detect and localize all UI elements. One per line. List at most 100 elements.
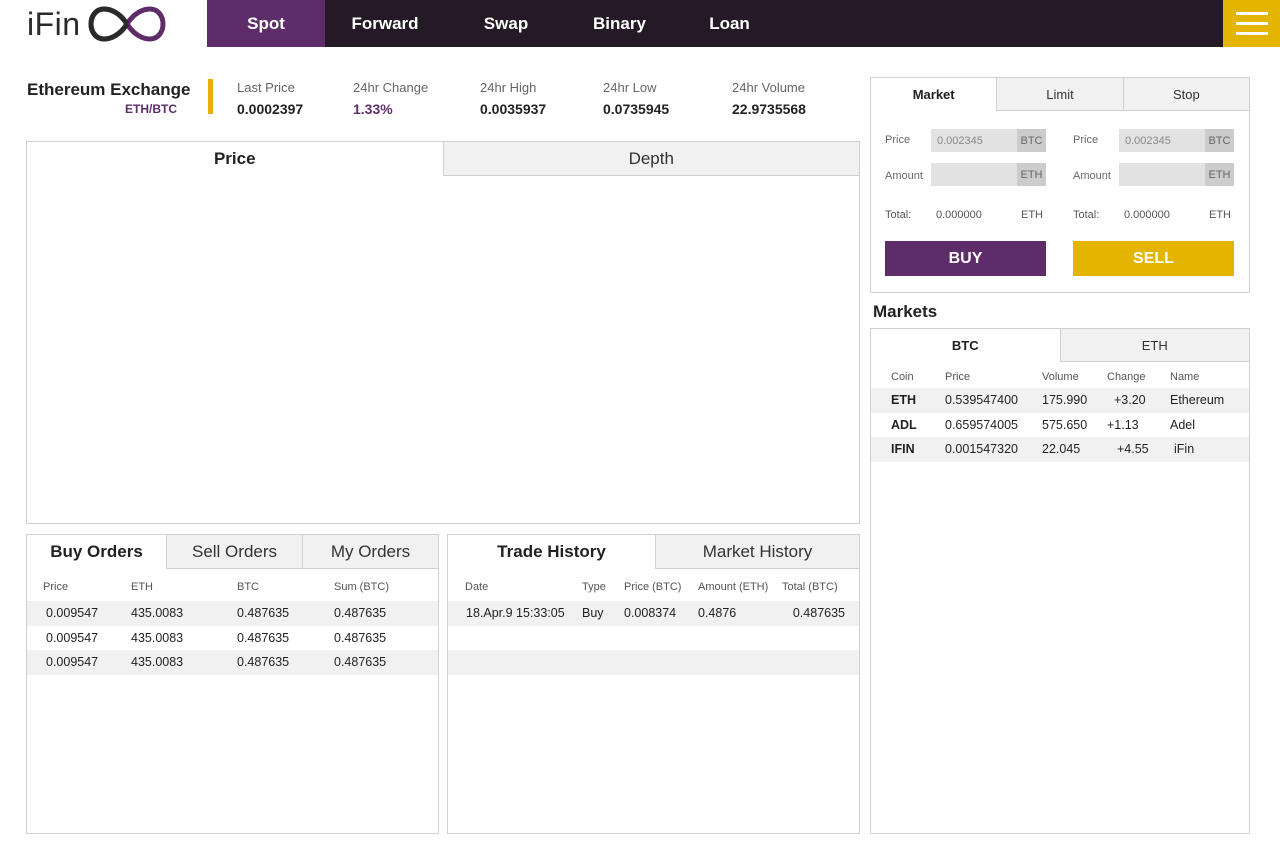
- table-row[interactable]: ETH 0.539547400 175.990 +3.20 Ethereum: [871, 388, 1249, 413]
- cell-change: +3.20: [1107, 388, 1170, 413]
- orders-tabs: Buy Orders Sell Orders My Orders: [27, 535, 438, 569]
- history-table: Date Type Price (BTC) Amount (ETH) Total…: [448, 569, 859, 675]
- chart-tabs: Price Depth: [27, 142, 859, 176]
- sell-price-input[interactable]: 0.002345: [1119, 129, 1205, 152]
- sell-amount-input[interactable]: [1119, 163, 1205, 186]
- table-row[interactable]: 18.Apr.9 15:33:05 Buy 0.008374 0.4876 0.…: [448, 601, 859, 626]
- exchange-title: Ethereum Exchange: [27, 80, 191, 99]
- stat-value: 0.0035937: [480, 101, 547, 117]
- tab-limit[interactable]: Limit: [996, 78, 1123, 111]
- tab-my-orders[interactable]: My Orders: [302, 535, 438, 569]
- main-nav: Spot Forward Swap Binary Loan: [207, 0, 1223, 47]
- cell-btc: 0.487635: [237, 650, 334, 675]
- sell-amount-label: Amount: [1073, 170, 1111, 182]
- cell-eth: 435.0083: [131, 601, 237, 626]
- table-row[interactable]: 0.009547 435.0083 0.487635 0.487635: [27, 601, 438, 626]
- col-coin: Coin: [891, 371, 914, 383]
- exchange-pair: ETH/BTC: [125, 102, 177, 116]
- top-bar: iFin Spot Forward Swap Binary Loan: [0, 0, 1280, 47]
- sell-price-unit: BTC: [1205, 129, 1234, 152]
- nav-item-forward[interactable]: Forward: [351, 13, 419, 33]
- infinity-logo-icon: [88, 6, 166, 42]
- orders-panel: Buy Orders Sell Orders My Orders Price E…: [26, 534, 439, 834]
- cell-coin: ETH: [871, 388, 945, 413]
- buy-price-input[interactable]: 0.002345: [931, 129, 1017, 152]
- stat-24hr-volume: 24hr Volume 22.9735568: [732, 80, 806, 117]
- cell-amount: 0.4876: [698, 601, 782, 626]
- cell-price: 0.659574005: [945, 417, 1018, 432]
- cell-price: 0.001547320: [945, 437, 1042, 462]
- nav-item-binary[interactable]: Binary: [593, 13, 646, 33]
- ticker-divider: [208, 79, 213, 114]
- cell-change: +4.55: [1107, 437, 1170, 462]
- markets-panel: BTC ETH Coin Price Volume Change Name ET…: [870, 328, 1250, 834]
- markets-title: Markets: [873, 302, 938, 321]
- cell-sum: 0.487635: [334, 630, 387, 645]
- stat-last-price: Last Price 0.0002397: [237, 80, 303, 117]
- col-price-btc: Price (BTC): [624, 581, 682, 593]
- buy-button[interactable]: BUY: [885, 241, 1046, 276]
- cell-eth: 435.0083: [131, 630, 184, 645]
- table-row[interactable]: ADL 0.659574005 575.650 +1.13 Adel: [871, 413, 1249, 438]
- cell-coin: IFIN: [871, 437, 945, 462]
- cell-change: +1.13: [1107, 417, 1139, 432]
- logo[interactable]: iFin: [27, 4, 167, 44]
- logo-text: iFin: [27, 5, 81, 42]
- cell-name: iFin: [1170, 437, 1249, 462]
- stat-label: 24hr Volume: [732, 80, 805, 95]
- tab-depth[interactable]: Depth: [442, 142, 859, 176]
- cell-name: Ethereum: [1170, 388, 1249, 413]
- cell-sum: 0.487635: [334, 601, 438, 626]
- stat-24hr-high: 24hr High 0.0035937: [480, 80, 546, 117]
- stat-value: 22.9735568: [732, 101, 806, 117]
- cell-type: Buy: [582, 601, 624, 626]
- col-date: Date: [465, 581, 489, 593]
- cell-eth: 435.0083: [131, 650, 237, 675]
- cell-volume: 175.990: [1042, 388, 1107, 413]
- cell-btc: 0.487635: [237, 630, 290, 645]
- buy-total-unit: ETH: [1021, 209, 1043, 221]
- cell-price: 0.009547: [27, 650, 131, 675]
- buy-amount-input[interactable]: [931, 163, 1017, 186]
- buy-amount-label: Amount: [885, 170, 923, 182]
- table-row[interactable]: IFIN 0.001547320 22.045 +4.55 iFin: [871, 437, 1249, 462]
- chart-panel: Price Depth: [26, 141, 860, 524]
- markets-tabs: BTC ETH: [871, 329, 1249, 362]
- col-change: Change: [1107, 371, 1146, 383]
- cell-total: 0.487635: [782, 601, 859, 626]
- col-price: Price: [43, 581, 69, 593]
- col-amount-eth: Amount (ETH): [698, 581, 769, 593]
- history-tabs: Trade History Market History: [448, 535, 859, 569]
- sell-button[interactable]: SELL: [1073, 241, 1234, 276]
- sell-total-label: Total:: [1073, 209, 1100, 221]
- tab-price[interactable]: Price: [27, 142, 443, 176]
- buy-total-value: 0.000000: [936, 209, 982, 221]
- tab-buy-orders[interactable]: Buy Orders: [27, 535, 166, 569]
- orders-table: Price ETH BTC Sum (BTC) 0.009547 435.008…: [27, 569, 438, 675]
- col-total-btc: Total (BTC): [782, 581, 838, 593]
- col-eth: ETH: [131, 581, 153, 593]
- nav-item-swap[interactable]: Swap: [483, 13, 529, 33]
- tab-btc[interactable]: BTC: [871, 329, 1060, 362]
- hamburger-menu-icon[interactable]: [1223, 0, 1280, 47]
- stat-value: 0.0735945: [603, 101, 670, 117]
- stat-value: 0.0002397: [237, 101, 304, 117]
- tab-market[interactable]: Market: [871, 78, 997, 111]
- nav-item-spot[interactable]: Spot: [207, 0, 325, 47]
- tab-stop[interactable]: Stop: [1122, 78, 1249, 111]
- tab-market-history[interactable]: Market History: [655, 535, 859, 569]
- tab-trade-history[interactable]: Trade History: [448, 535, 655, 569]
- tab-eth[interactable]: ETH: [1059, 329, 1249, 362]
- buy-amount-unit: ETH: [1017, 163, 1046, 186]
- col-sum-btc: Sum (BTC): [334, 581, 389, 593]
- markets-table: Coin Price Volume Change Name ETH 0.5395…: [871, 362, 1249, 462]
- tab-sell-orders[interactable]: Sell Orders: [166, 535, 302, 569]
- nav-item-loan[interactable]: Loan: [709, 13, 750, 33]
- order-type-tabs: Market Limit Stop: [871, 78, 1249, 111]
- table-row[interactable]: 0.009547 435.0083 0.487635 0.487635: [27, 650, 438, 675]
- stat-label: 24hr Low: [603, 80, 657, 95]
- table-row[interactable]: 0.009547 435.0083 0.487635 0.487635: [27, 626, 438, 651]
- table-row: [448, 626, 859, 651]
- sell-price-label: Price: [1073, 134, 1099, 146]
- cell-volume: 22.045: [1042, 437, 1107, 462]
